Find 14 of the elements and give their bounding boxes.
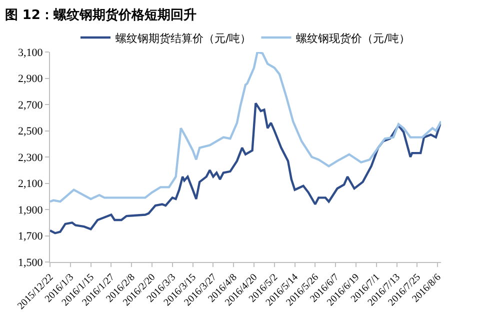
chart-title: 图 12：螺纹钢期货价格短期回升 bbox=[4, 7, 196, 24]
y-tick-label: 3,100 bbox=[18, 46, 44, 59]
y-tick-label: 2,100 bbox=[18, 178, 44, 190]
legend-label: 螺纹钢现货价（元/吨） bbox=[296, 32, 410, 45]
line-series bbox=[50, 52, 441, 203]
y-tick-label: 2,300 bbox=[18, 152, 44, 164]
y-tick-label: 2,900 bbox=[18, 73, 44, 86]
y-tick-label: 2,700 bbox=[18, 99, 44, 112]
y-tick-label: 1,700 bbox=[18, 230, 44, 243]
legend-label: 螺纹钢期货结算价（元/吨） bbox=[116, 32, 252, 45]
y-tick-label: 1,900 bbox=[18, 204, 44, 216]
y-tick-label: 2,500 bbox=[18, 126, 44, 138]
line-series bbox=[50, 102, 441, 234]
y-tick-label: 1,500 bbox=[18, 256, 44, 269]
